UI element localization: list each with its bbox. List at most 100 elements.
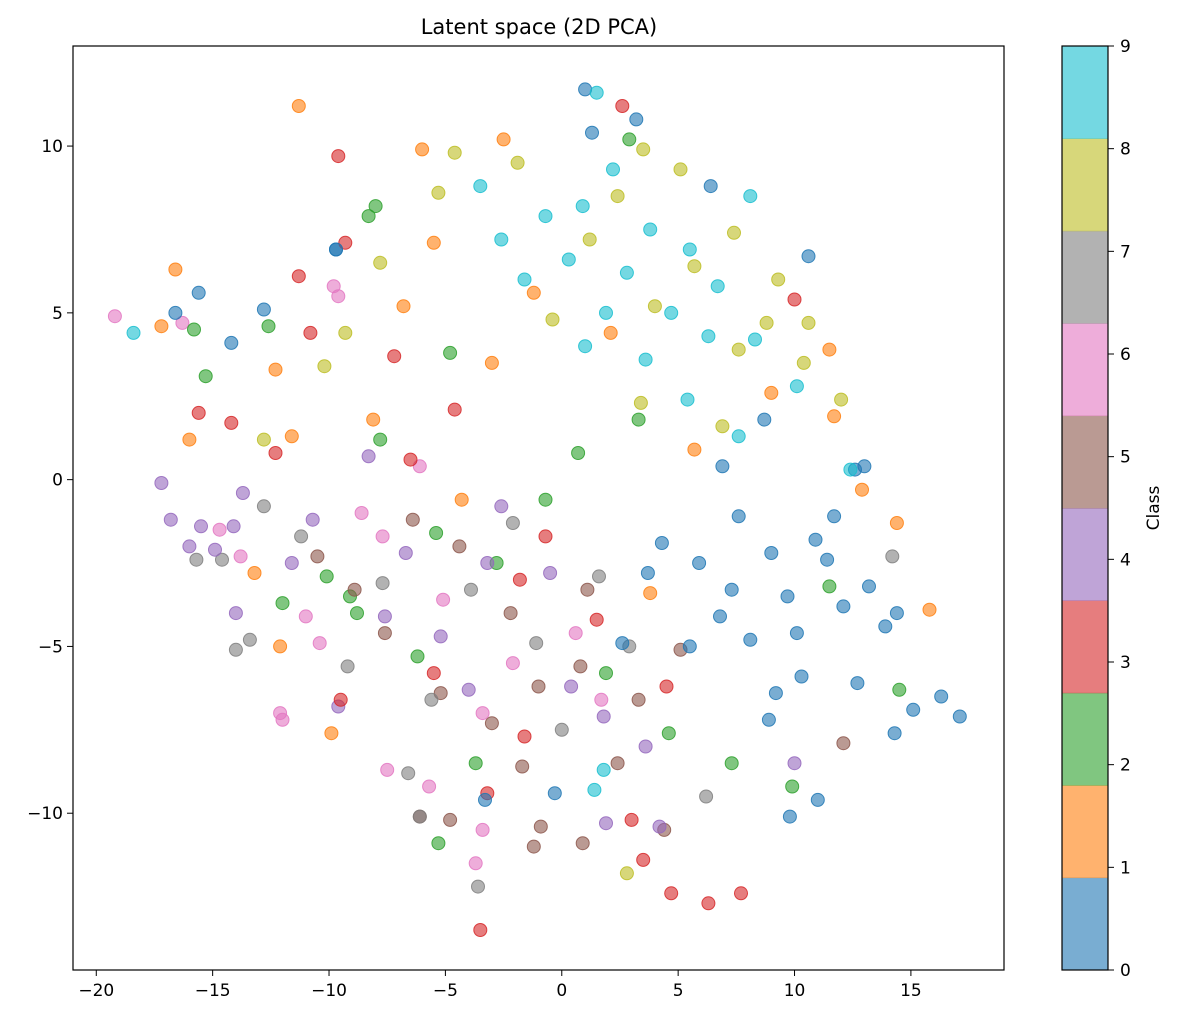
colorbar-segment-9 — [1062, 46, 1108, 139]
point-class-5 — [610, 756, 625, 771]
x-tick-label: −5 — [433, 981, 458, 1001]
point-class-2 — [319, 569, 334, 584]
point-class-8 — [619, 866, 634, 881]
point-class-6 — [436, 592, 451, 607]
point-class-3 — [517, 729, 532, 744]
point-class-5 — [452, 539, 467, 554]
point-class-4 — [377, 609, 392, 624]
point-class-1 — [247, 566, 262, 580]
point-class-9 — [517, 272, 532, 287]
point-class-4 — [194, 519, 208, 534]
point-class-1 — [889, 516, 904, 530]
point-class-0 — [857, 459, 872, 474]
x-tick-label: 0 — [556, 981, 567, 1001]
point-class-7 — [471, 879, 485, 894]
x-tick-label: 5 — [673, 981, 684, 1001]
point-class-3 — [303, 325, 318, 340]
point-class-7 — [256, 499, 271, 514]
point-class-2 — [468, 756, 483, 771]
point-class-2 — [431, 836, 446, 851]
colorbar-segment-6 — [1062, 323, 1108, 417]
point-class-0 — [724, 582, 739, 597]
point-class-3 — [191, 405, 206, 420]
point-class-9 — [561, 252, 576, 267]
point-class-5 — [533, 819, 548, 834]
point-class-4 — [154, 476, 169, 490]
point-class-1 — [324, 726, 339, 741]
point-class-7 — [529, 636, 544, 651]
point-class-2 — [198, 369, 213, 384]
point-class-0 — [764, 546, 779, 560]
point-class-3 — [538, 529, 553, 544]
point-class-5 — [580, 582, 595, 597]
point-class-0 — [761, 712, 776, 727]
colorbar-tick-label: 5 — [1120, 448, 1131, 468]
point-class-9 — [682, 242, 697, 257]
x-axis: −20 −15 −10 −5 0 5 10 15 — [78, 970, 922, 1001]
point-class-9 — [789, 379, 804, 394]
point-class-2 — [622, 132, 637, 147]
point-class-1 — [484, 355, 499, 370]
point-class-4 — [480, 556, 495, 570]
point-class-0 — [743, 632, 758, 647]
point-class-6 — [475, 706, 490, 721]
colorbar-segment-8 — [1062, 138, 1108, 232]
point-class-3 — [331, 149, 346, 164]
point-class-8 — [582, 232, 597, 247]
point-class-6 — [475, 822, 490, 837]
point-class-0 — [827, 509, 842, 524]
point-class-2 — [661, 726, 676, 741]
point-class-8 — [759, 315, 774, 330]
point-class-3 — [624, 812, 639, 827]
point-class-2 — [631, 412, 646, 427]
point-class-5 — [526, 839, 541, 854]
point-class-4 — [163, 512, 178, 527]
point-class-6 — [331, 289, 346, 304]
point-class-4 — [305, 512, 320, 527]
point-class-8 — [633, 395, 648, 410]
point-class-1 — [366, 412, 381, 427]
point-class-3 — [333, 692, 348, 707]
point-class-4 — [787, 756, 802, 771]
colorbar-segment-3 — [1062, 600, 1108, 694]
scatter-points — [107, 82, 967, 937]
point-class-4 — [284, 556, 299, 570]
point-class-7 — [340, 659, 355, 674]
point-class-9 — [575, 199, 590, 214]
point-class-0 — [889, 606, 904, 621]
point-class-0 — [713, 609, 727, 624]
point-class-0 — [168, 305, 183, 320]
point-class-0 — [794, 669, 809, 684]
chart-title: Latent space (2D PCA) — [421, 15, 658, 39]
point-class-9 — [494, 232, 509, 247]
y-tick-label: 5 — [52, 304, 63, 324]
point-class-6 — [594, 692, 609, 707]
y-tick-label: 0 — [52, 471, 63, 491]
point-class-3 — [403, 452, 418, 467]
point-class-1 — [764, 385, 779, 400]
colorbar-tick-label: 2 — [1120, 756, 1131, 776]
point-class-6 — [380, 762, 395, 777]
point-class-5 — [515, 759, 530, 774]
point-class-0 — [703, 179, 718, 194]
point-class-3 — [787, 292, 802, 307]
colorbar: 0 1 2 3 4 5 6 7 8 9 — [1061, 37, 1131, 981]
point-class-6 — [107, 309, 122, 324]
point-class-7 — [189, 552, 204, 567]
point-class-9 — [643, 222, 658, 237]
point-class-0 — [808, 532, 823, 547]
point-class-4 — [564, 679, 579, 694]
point-class-8 — [673, 162, 688, 177]
point-class-0 — [585, 125, 599, 140]
point-class-2 — [538, 492, 553, 507]
point-class-7 — [242, 632, 257, 647]
colorbar-segment-5 — [1062, 415, 1108, 509]
colorbar-tick-label: 7 — [1120, 242, 1131, 262]
point-class-6 — [568, 626, 583, 641]
point-class-7 — [294, 529, 309, 544]
point-class-3 — [268, 446, 283, 460]
point-class-9 — [599, 305, 613, 320]
point-class-0 — [820, 552, 835, 567]
point-class-0 — [329, 242, 343, 257]
